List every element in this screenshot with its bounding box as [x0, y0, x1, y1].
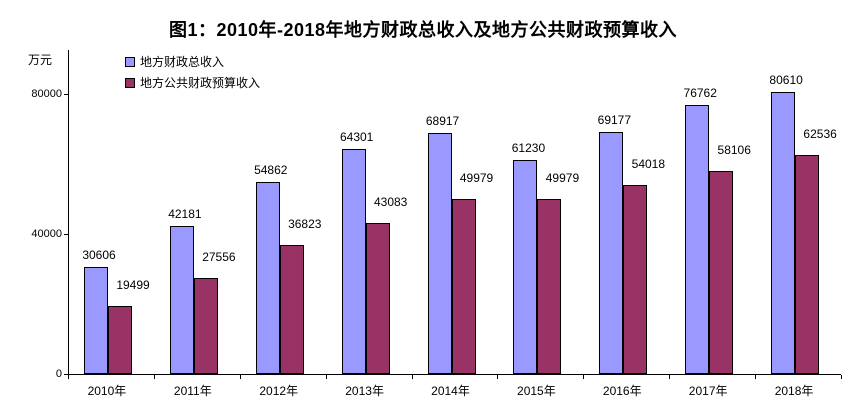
y-axis-unit-label: 万元 — [28, 53, 53, 67]
x-axis-tick — [411, 375, 413, 379]
bar-value-label-地方公共财政预算收入-2015年: 49979 — [545, 171, 580, 185]
bar-地方财政总收入-2012年 — [255, 182, 280, 374]
bar-value-label-地方财政总收入-2018年: 80610 — [769, 73, 803, 87]
y-axis-tick — [64, 94, 68, 95]
bar-地方财政总收入-2017年 — [685, 105, 710, 374]
x-axis-category-label-2018年: 2018年 — [774, 384, 814, 398]
x-axis-category-label-2010年: 2010年 — [87, 384, 127, 398]
bar-地方公共财政预算收入-2014年 — [451, 199, 476, 374]
bar-value-label-地方财政总收入-2017年: 76762 — [683, 86, 717, 100]
bar-地方财政总收入-2013年 — [341, 149, 366, 374]
bar-value-label-地方公共财政预算收入-2014年: 49979 — [459, 171, 494, 185]
bar-value-label-地方公共财政预算收入-2012年: 36823 — [288, 217, 322, 231]
bar-地方财政总收入-2018年 — [771, 92, 796, 374]
x-axis-tick — [325, 375, 327, 379]
legend-label-total-revenue: 地方财政总收入 — [140, 55, 225, 69]
bar-value-label-地方财政总收入-2013年: 64301 — [339, 130, 374, 144]
x-axis-category-label-2016年: 2016年 — [602, 384, 642, 398]
legend-swatch-budget-revenue-icon — [125, 77, 135, 88]
y-axis-tick-label: 40000 — [31, 228, 62, 240]
legend-item-total-revenue: 地方财政总收入 — [125, 51, 260, 72]
bar-value-label-地方财政总收入-2012年: 54862 — [254, 163, 288, 177]
bar-地方财政总收入-2010年 — [84, 267, 108, 374]
bar-地方公共财政预算收入-2015年 — [537, 199, 562, 374]
x-axis-category-label-2013年: 2013年 — [345, 384, 384, 398]
bar-value-label-地方公共财政预算收入-2010年: 19499 — [116, 278, 150, 292]
x-axis-category-label-2015年: 2015年 — [517, 384, 556, 398]
x-axis-line — [68, 374, 841, 375]
x-axis-category-label-2011年: 2011年 — [173, 384, 212, 398]
chart-title: 图1：2010年-2018年地方财政总收入及地方公共财政预算收入 — [168, 20, 678, 40]
x-axis-tick — [153, 375, 155, 379]
bar-value-label-地方财政总收入-2010年: 30606 — [82, 248, 116, 262]
bar-地方公共财政预算收入-2012年 — [279, 245, 304, 374]
y-axis-line — [68, 50, 69, 375]
x-axis-tick — [755, 375, 757, 379]
y-axis-tick — [64, 234, 68, 235]
bar-地方公共财政预算收入-2018年 — [795, 155, 820, 374]
bar-value-label-地方公共财政预算收入-2017年: 58106 — [717, 143, 751, 157]
bar-value-label-地方财政总收入-2011年: 42181 — [168, 207, 202, 221]
y-axis-tick-label: 0 — [55, 368, 62, 380]
bar-value-label-地方公共财政预算收入-2016年: 54018 — [631, 157, 666, 171]
bar-value-label-地方公共财政预算收入-2018年: 62536 — [803, 127, 837, 141]
bar-地方财政总收入-2016年 — [599, 132, 624, 374]
y-axis-tick-label: 80000 — [31, 88, 62, 100]
bar-地方财政总收入-2014年 — [427, 133, 452, 374]
x-axis-tick — [239, 375, 241, 379]
legend-item-budget-revenue: 地方公共财政预算收入 — [125, 72, 260, 93]
x-axis-tick — [841, 375, 842, 379]
bar-地方公共财政预算收入-2017年 — [709, 171, 734, 374]
bar-value-label-地方财政总收入-2016年: 69177 — [597, 113, 632, 127]
bar-value-label-地方财政总收入-2014年: 68917 — [425, 114, 460, 128]
bar-value-label-地方公共财政预算收入-2011年: 27556 — [202, 250, 236, 264]
legend: 地方财政总收入 地方公共财政预算收入 — [125, 51, 260, 93]
x-axis-tick — [669, 375, 671, 379]
bar-地方公共财政预算收入-2016年 — [623, 185, 648, 374]
bar-地方公共财政预算收入-2011年 — [193, 278, 218, 374]
x-axis-tick — [583, 375, 585, 379]
bar-地方财政总收入-2011年 — [169, 226, 194, 374]
x-axis-category-label-2017年: 2017年 — [688, 384, 728, 398]
bar-value-label-地方公共财政预算收入-2013年: 43083 — [373, 195, 408, 209]
x-axis-category-label-2012年: 2012年 — [259, 384, 299, 398]
x-axis-tick — [497, 375, 499, 379]
x-axis-tick — [68, 375, 69, 379]
x-axis-category-label-2014年: 2014年 — [431, 384, 470, 398]
bar-地方公共财政预算收入-2010年 — [108, 306, 132, 374]
y-axis-tick — [64, 374, 68, 375]
legend-swatch-total-revenue-icon — [125, 56, 135, 67]
bar-value-label-地方财政总收入-2015年: 61230 — [511, 141, 546, 155]
bar-地方财政总收入-2015年 — [513, 160, 538, 374]
bar-地方公共财政预算收入-2013年 — [365, 223, 390, 374]
legend-label-budget-revenue: 地方公共财政预算收入 — [140, 76, 261, 90]
